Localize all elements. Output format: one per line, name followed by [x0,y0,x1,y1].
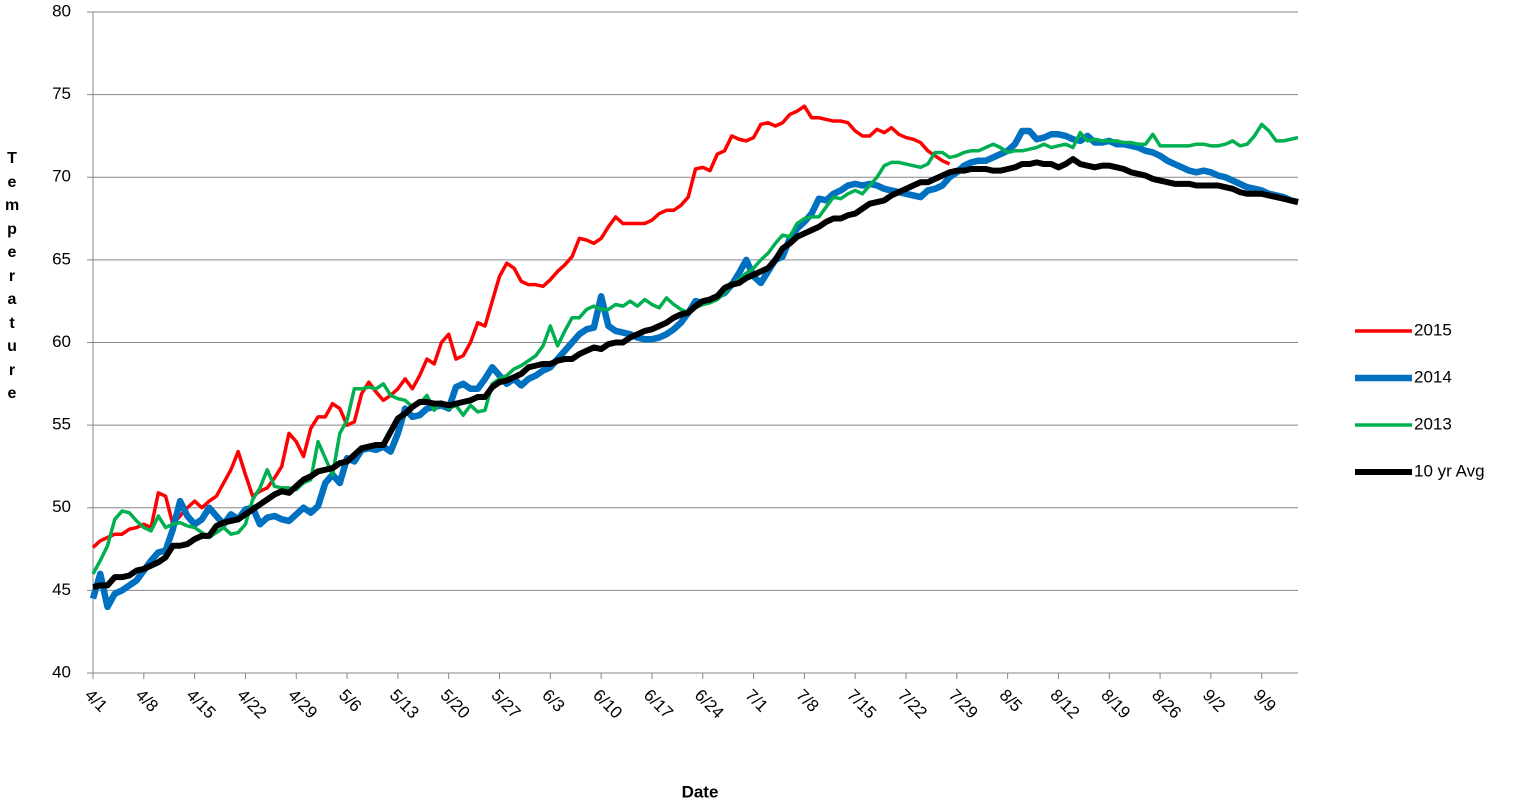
x-tick-label: 4/1 [81,686,111,716]
x-tick-label: 4/15 [183,686,220,723]
x-tick-label: 4/8 [132,686,162,716]
legend-label: 2014 [1414,367,1452,386]
x-tick-label: 6/3 [538,686,568,716]
x-tick-label: 8/12 [1046,686,1083,723]
y-tick-label: 70 [52,167,71,186]
x-tick-label: 7/8 [792,686,822,716]
y-tick-label: 80 [52,1,71,20]
x-tick-label: 6/10 [589,686,626,723]
x-tick-label: 7/29 [945,686,982,723]
y-tick-label: 65 [52,249,71,268]
series-line [91,104,951,549]
legend-label: 10 yr Avg [1414,461,1485,480]
x-tick-label: 4/22 [233,686,270,723]
x-tick-label: 5/13 [386,686,423,723]
x-tick-label: 7/22 [894,686,931,723]
legend-label: 2015 [1414,320,1452,339]
y-tick-label: 50 [52,497,71,516]
y-tick-label: 75 [52,84,71,103]
y-axis-label: Temperature [5,150,20,402]
x-tick-label: 6/24 [691,686,728,723]
x-tick-label: 7/1 [742,686,772,716]
y-tick-label: 45 [52,580,71,599]
x-tick-label: 4/29 [284,686,321,723]
x-tick-label: 5/20 [437,686,474,723]
x-tick-label: 9/2 [1199,686,1229,716]
x-tick-label: 9/9 [1250,686,1280,716]
x-tick-label: 6/17 [640,686,677,723]
series-line [89,127,1299,611]
y-tick-label: 40 [52,662,71,681]
series-line [91,122,1299,575]
x-tick-label: 8/19 [1097,686,1134,723]
x-tick-label: 8/26 [1148,686,1185,723]
y-tick-label: 60 [52,332,71,351]
legend-label: 2013 [1414,414,1452,433]
x-tick-label: 7/15 [843,686,880,723]
x-tick-label: 8/5 [996,686,1026,716]
x-axis-label: Date [682,782,719,801]
x-tick-label: 5/6 [335,686,365,716]
series-line [92,156,1299,590]
y-tick-label: 55 [52,415,71,434]
x-tick-label: 5/27 [488,686,525,723]
